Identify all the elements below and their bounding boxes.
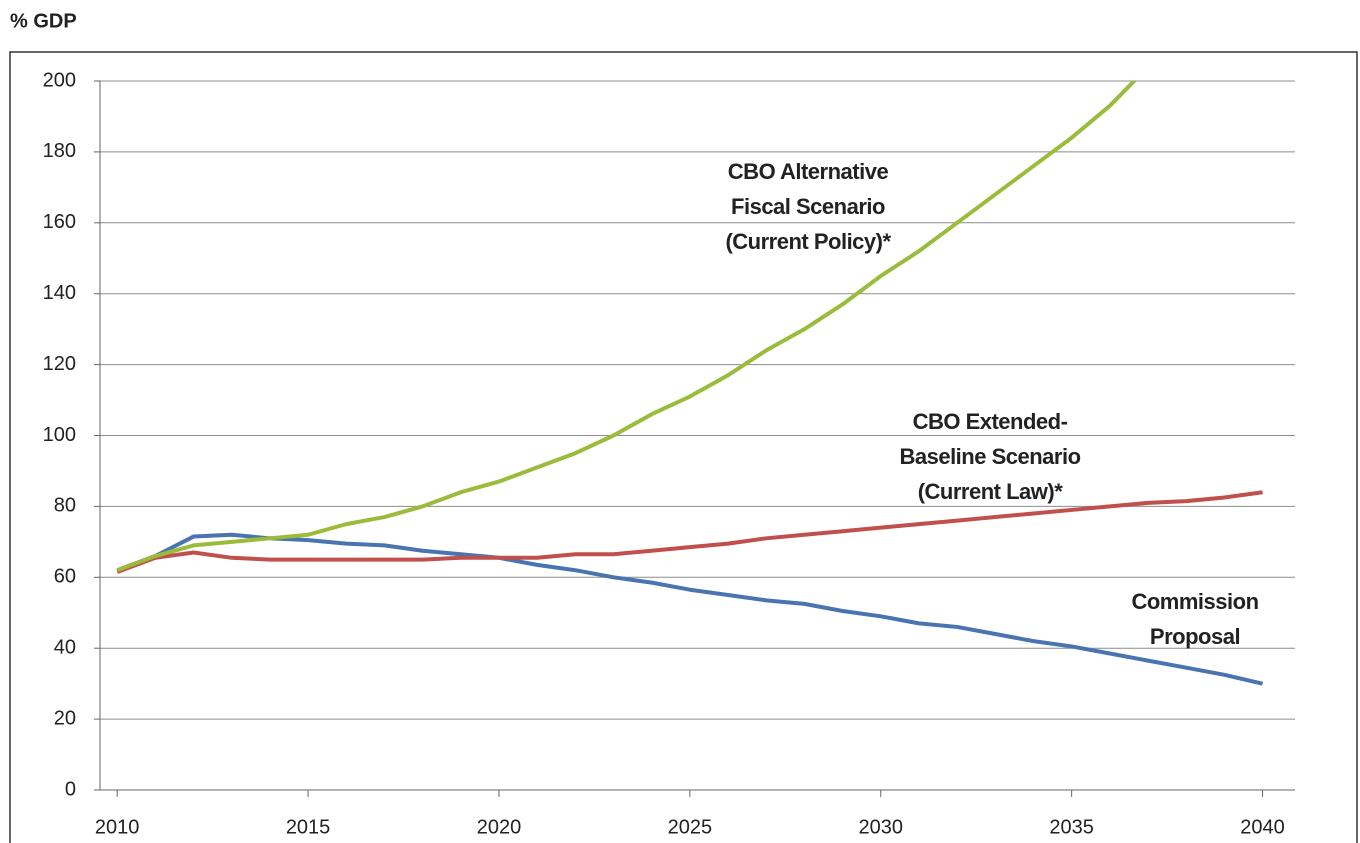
y-tick-label: 120 [43, 353, 76, 375]
annotation: Baseline Scenario [899, 444, 1080, 469]
x-tick-label: 2010 [95, 816, 140, 838]
annotation: (Current Policy)* [725, 229, 891, 254]
series-line [116, 81, 1137, 573]
y-tick-label: 60 [54, 566, 76, 588]
x-tick-label: 2040 [1240, 816, 1285, 838]
chart-frame [9, 51, 1358, 843]
plot-lines [116, 81, 1264, 686]
y-tick-label: 40 [54, 636, 76, 658]
y-tick-label: 80 [54, 495, 76, 517]
annotation: Commission [1131, 589, 1258, 614]
x-tick-label: 2025 [668, 816, 713, 838]
y-tick-label: 200 [43, 69, 76, 91]
x-tick-label: 2035 [1049, 816, 1094, 838]
annotation: (Current Law)* [918, 479, 1064, 504]
series-line [116, 532, 1264, 686]
y-tick-label: 0 [65, 778, 76, 800]
annotation: Fiscal Scenario [731, 194, 885, 219]
annotation: CBO Alternative [728, 159, 889, 184]
y-axis-label: % GDP [10, 10, 77, 32]
y-tick-label: 160 [43, 211, 76, 233]
y-tick-label: 100 [43, 424, 76, 446]
annotation: Proposal [1150, 624, 1240, 649]
y-tick-label: 140 [43, 282, 76, 304]
x-tick-label: 2030 [859, 816, 904, 838]
y-tick-label: 180 [43, 140, 76, 162]
annotation: CBO Extended- [913, 409, 1068, 434]
y-tick-label: 20 [54, 707, 76, 729]
x-tick-label: 2020 [477, 816, 522, 838]
series-line [116, 490, 1263, 574]
x-tick-label: 2015 [286, 816, 331, 838]
